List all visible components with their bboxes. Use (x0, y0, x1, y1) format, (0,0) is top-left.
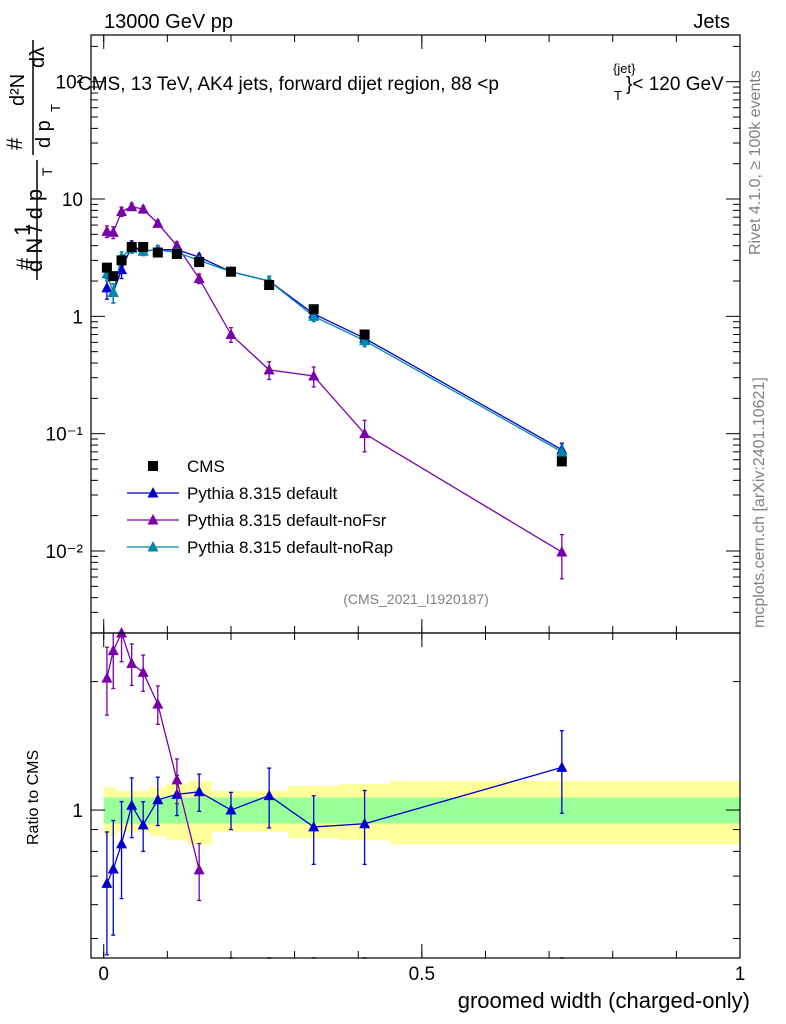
cms-point (108, 271, 119, 282)
data-point (556, 445, 568, 457)
y-tick-label: 10² (56, 73, 83, 94)
data-point (193, 272, 205, 284)
cms-point (152, 247, 163, 258)
legend-label: Pythia 8.315 default-noFsr (187, 511, 387, 530)
y-tick-label: 10⁻¹ (46, 425, 84, 446)
cms-point (138, 241, 149, 252)
mcplots-label: mcplots.cern.ch [arXiv:2401.10621] (751, 377, 768, 628)
plot-title-sub: T (614, 88, 622, 103)
series-default (101, 239, 568, 458)
series-line-norap (106, 247, 563, 453)
ylabel-dlambda: dλ (27, 47, 49, 68)
ratio-series-default (101, 730, 568, 956)
header-right: Jets (693, 11, 730, 33)
cms-point (101, 262, 112, 273)
legend-marker-cms (148, 461, 158, 471)
cms-point (359, 329, 370, 340)
ratio-tick-label: 1 (72, 801, 83, 822)
header-left: 13000 GeV pp (104, 11, 233, 33)
series-nofsr (101, 200, 568, 580)
x-tick-label: 1 (735, 964, 746, 985)
ylabel-hash2: # (2, 137, 27, 150)
series-norap (101, 242, 568, 461)
y-tick-label: 10 (62, 190, 83, 211)
legend-item: Pythia 8.315 default-noRap (127, 538, 393, 557)
data-point (101, 281, 113, 293)
ratio-point (556, 761, 568, 772)
cms-point (126, 241, 137, 252)
ylabel-hash1: # (12, 257, 37, 270)
ratio-plot-frame (90, 632, 741, 959)
data-point (126, 200, 138, 212)
legend-item: Pythia 8.315 default-noFsr (127, 511, 387, 530)
rivet-label: Rivet 4.1.0, ≥ 100k events (747, 70, 764, 255)
data-point (107, 286, 119, 297)
data-point (359, 427, 371, 439)
plot-title: CMS, 13 TeV, AK4 jets, forward dijet reg… (78, 61, 724, 103)
ratio-line (106, 631, 200, 871)
data-point (556, 546, 568, 557)
plot-title-main: CMS, 13 TeV, AK4 jets, forward dijet reg… (78, 74, 499, 95)
data-point (308, 310, 320, 321)
ratio-point (225, 804, 237, 815)
cms-point (116, 255, 127, 266)
y-tick-label: 10⁻² (46, 542, 84, 563)
series-cms (101, 241, 567, 467)
data-point (359, 334, 371, 346)
cms-point (308, 304, 319, 315)
cms-point (171, 248, 182, 259)
x-tick-label: 0 (98, 964, 109, 985)
band-inner (390, 797, 740, 824)
legend-marker (147, 487, 159, 498)
plot-title-sup: {jet} (613, 61, 636, 76)
ratio-ylabel: Ratio to CMS (25, 750, 42, 845)
main-ylabel: # 1 d N / d p T # d²N d p T dλ (2, 40, 63, 280)
legend-label: Pythia 8.315 default (187, 484, 338, 503)
cms-point (225, 266, 236, 277)
ylabel-one: 1 (10, 224, 35, 236)
legend-marker (147, 541, 159, 552)
ylabel-d2N: d²N (7, 74, 29, 106)
data-point (308, 370, 320, 381)
plot-title-end: }< 120 GeV (626, 74, 724, 95)
legend: CMS Pythia 8.315 default Pythia 8.315 defa… (127, 457, 393, 557)
data-point (152, 217, 164, 228)
data-point (225, 328, 237, 340)
legend-label: CMS (187, 457, 225, 476)
analysis-id: (CMS_2021_I1920187) (343, 591, 489, 607)
cms-point (264, 279, 275, 290)
x-axis-label: groomed width (charged-only) (458, 988, 750, 1013)
data-point (137, 203, 149, 214)
data-point (263, 363, 275, 375)
legend-item: Pythia 8.315 default (127, 484, 338, 503)
ylabel-dN: d N / d p (22, 189, 47, 272)
cms-point (556, 456, 567, 467)
legend-marker (147, 514, 159, 525)
ylabel-dp: d p (33, 120, 55, 148)
legend-label: Pythia 8.315 default-noRap (187, 538, 393, 557)
band-inner (110, 797, 117, 824)
cms-point (194, 257, 205, 268)
ylabel-dN-sub: T (39, 167, 55, 176)
series-line-default (106, 244, 563, 451)
ylabel-dp-sub: T (48, 104, 63, 112)
y-tick-label: 1 (72, 307, 83, 328)
legend-item: CMS (148, 457, 225, 476)
ratio-point (359, 817, 371, 829)
data-point (107, 226, 119, 237)
data-point (171, 239, 183, 251)
x-tick-label: 0.5 (409, 964, 435, 985)
band-inner (103, 797, 111, 824)
data-point (116, 205, 128, 217)
ratio-point (152, 793, 164, 805)
